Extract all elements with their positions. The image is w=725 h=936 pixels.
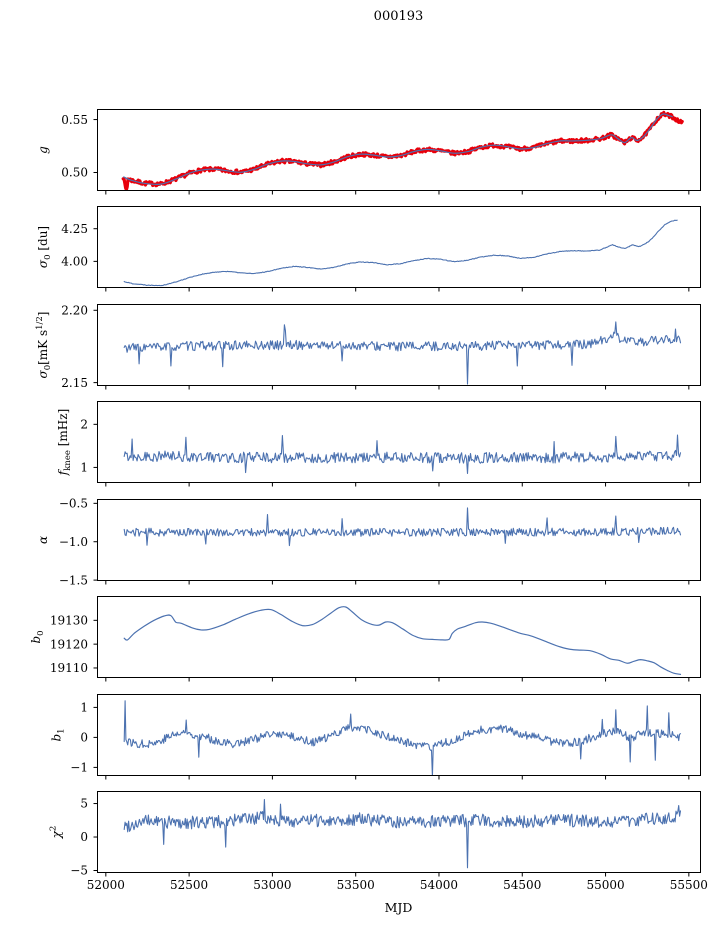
series-group <box>123 434 682 475</box>
y-tick-label: 0.50 <box>61 166 88 180</box>
x-tick-label: 55000 <box>586 878 624 892</box>
y-tick-label: 19120 <box>50 637 88 651</box>
panel-alpha: −1.5 −1.0 −0.5 α <box>36 497 701 587</box>
series-chi2 <box>123 798 682 869</box>
axes-frame <box>97 206 701 288</box>
series-g-model <box>123 113 673 186</box>
series-alpha <box>123 507 682 547</box>
y-axis-label: b0 <box>29 630 46 643</box>
y-tick-label: 0 <box>80 830 88 844</box>
axes-frame <box>97 304 701 386</box>
series-sigma0-mK <box>123 321 682 385</box>
y-tick-label: 1 <box>80 461 88 475</box>
series-b0 <box>123 606 682 675</box>
series-g-raw <box>121 110 684 191</box>
y-axis-label: σ0 [du] <box>36 226 53 268</box>
x-tick-label: 55500 <box>670 878 708 892</box>
panel-b1: −1 0 1 b1 <box>49 694 701 780</box>
y-axis-label: σ0[mK s1/2] <box>35 312 53 379</box>
y-tick-label: 19130 <box>50 614 88 628</box>
x-tick-label: 54500 <box>503 878 541 892</box>
y-tick-label: 2.20 <box>61 303 88 317</box>
y-tick-label: −1.5 <box>59 573 88 587</box>
y-tick-label: −1 <box>70 761 88 775</box>
series-f-knee <box>123 434 682 475</box>
x-axis-label: MJD <box>384 900 413 915</box>
x-tick-label: 53000 <box>253 878 291 892</box>
y-tick-label: 4.25 <box>61 222 88 236</box>
axes-frame <box>97 596 701 678</box>
panel-sigma0_mK: 2.15 2.20 σ0[mK s1/2] <box>35 303 701 390</box>
series-group <box>123 798 682 869</box>
y-tick-label: −1.0 <box>59 535 88 549</box>
series-group <box>123 507 682 547</box>
panel-b0: 19110 19120 19130 b0 <box>29 596 701 682</box>
series-group <box>123 606 682 675</box>
series-b1 <box>123 700 682 776</box>
axes-frame <box>97 499 701 581</box>
y-tick-label: 1 <box>80 701 88 715</box>
x-tick-label: 52500 <box>170 878 208 892</box>
panel-g: 0.50 0.55 g <box>36 109 701 195</box>
y-tick-label: −5 <box>70 864 88 878</box>
y-axis-label: α <box>36 536 50 544</box>
y-axis-label: χ2 <box>48 826 63 840</box>
series-group <box>123 321 682 385</box>
axes-frame <box>97 401 701 483</box>
axes-frame <box>97 791 701 873</box>
series-sigma0-du <box>123 219 678 287</box>
y-tick-label: 5 <box>80 797 88 811</box>
y-tick-label: 4.00 <box>61 255 88 269</box>
y-axis-label: g <box>36 146 50 154</box>
y-tick-label: 19110 <box>50 661 88 675</box>
y-tick-label: −0.5 <box>59 497 88 511</box>
x-tick-label: 52000 <box>87 878 125 892</box>
figure-title: 000193 <box>373 9 424 24</box>
y-tick-label: 0.55 <box>61 113 88 127</box>
axes-frame <box>97 109 701 191</box>
y-axis-label: fknee [mHz] <box>56 409 73 476</box>
x-tick-label: 54000 <box>420 878 458 892</box>
panel-chi2: 52000 52500 53000 53500 54000 54500 55000 55500… <box>48 791 708 892</box>
axes-frame <box>97 694 701 776</box>
y-tick-label: 0 <box>80 731 88 745</box>
panel-sigma0_du: 4.00 4.25 σ0 [du] <box>36 206 701 292</box>
series-group <box>123 700 682 776</box>
y-axis-label: b1 <box>49 728 66 741</box>
series-group <box>123 219 678 287</box>
y-tick-label: 2 <box>80 418 88 432</box>
series-group <box>121 110 684 191</box>
x-tick-label: 53500 <box>337 878 375 892</box>
panel-f_knee: 1 2 fknee [mHz] <box>56 401 701 487</box>
y-tick-label: 2.15 <box>61 376 88 390</box>
